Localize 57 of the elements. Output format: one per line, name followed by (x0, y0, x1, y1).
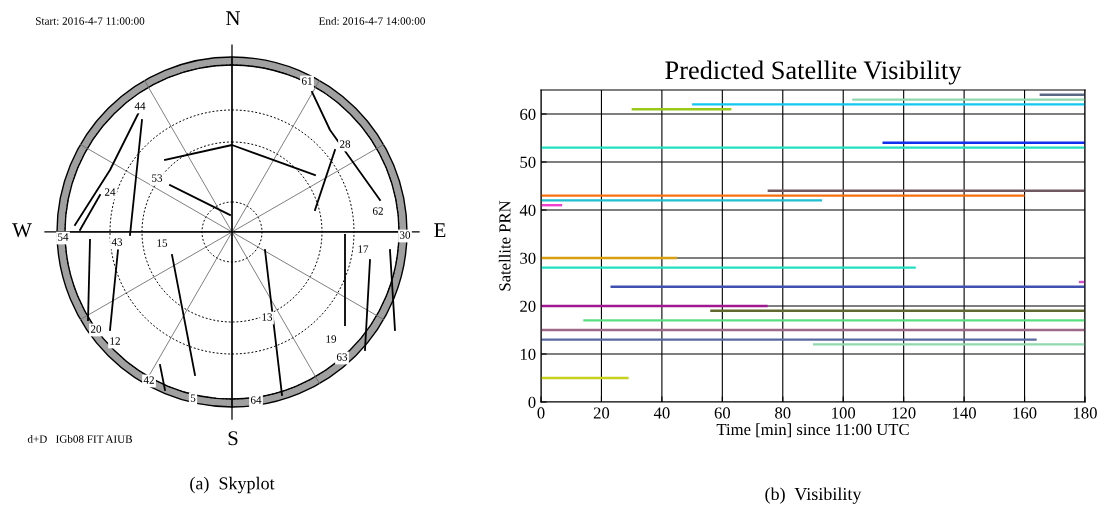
text: 44 (134, 102, 146, 110)
y-tick-label: 40 (519, 204, 536, 216)
y-tick-label: 30 (520, 252, 536, 264)
x-axis-title: Time [min] since 11:00 UTC (716, 423, 909, 438)
text: 43 (111, 238, 123, 246)
y-tick-label: 10 (520, 348, 536, 360)
y-axis-title: Satellite PRN (498, 200, 511, 291)
bar (852, 98, 1085, 101)
bar (541, 194, 1025, 197)
text: 61 (301, 77, 312, 85)
bar (541, 266, 916, 269)
x-tick-label: 40 (653, 407, 670, 419)
x-tick-label: 180 (1073, 407, 1097, 419)
text: (b) Visibility (765, 487, 862, 504)
bar (541, 338, 1037, 341)
bar (541, 146, 1085, 149)
y-tick-label: 20 (520, 300, 536, 312)
text: End: 2016-4-7 14:00:00 (318, 16, 425, 25)
x-tick-label: 80 (775, 407, 791, 419)
bar (813, 343, 1085, 346)
text: 17 (358, 245, 369, 253)
x-tick-label: 160 (1013, 407, 1037, 419)
y-tick-label: 60 (520, 108, 536, 120)
text: 19 (326, 335, 337, 343)
bar (541, 199, 823, 202)
text: 5 (190, 394, 196, 402)
text: 13 (262, 313, 273, 321)
text: E (434, 223, 446, 238)
x-tick-label: 60 (714, 407, 731, 419)
x-tick-label: 140 (953, 407, 976, 419)
text: Start: 2016-4-7 11:00:00 (36, 17, 145, 25)
x-tick-label: 100 (832, 407, 856, 419)
bar (692, 103, 1085, 106)
bar (583, 319, 1085, 322)
x-tick-label: 120 (892, 407, 916, 419)
text: N (226, 11, 241, 26)
x-tick-label: 0 (537, 407, 545, 419)
text: 20 (90, 325, 102, 333)
y-tick-label: 50 (520, 156, 536, 168)
text: 54 (58, 233, 69, 241)
text: 30 (399, 231, 411, 239)
text: W (12, 223, 32, 238)
text: d+D IGb08 FIT AIUB (27, 434, 133, 443)
text: 15 (157, 239, 168, 247)
text: 12 (110, 337, 120, 345)
text: 62 (372, 207, 383, 215)
text: S (228, 431, 238, 446)
text: (a) Skyplot (190, 476, 275, 494)
x-tick-label: 20 (593, 407, 610, 419)
text: 63 (336, 353, 348, 361)
text: 64 (250, 396, 262, 404)
text: 42 (143, 376, 154, 384)
chart-title: Predicted Satellite Visibility (665, 60, 962, 85)
text: 53 (152, 174, 163, 182)
text: 24 (104, 188, 116, 196)
y-tick-label: 0 (528, 396, 536, 408)
text: 28 (339, 140, 351, 148)
